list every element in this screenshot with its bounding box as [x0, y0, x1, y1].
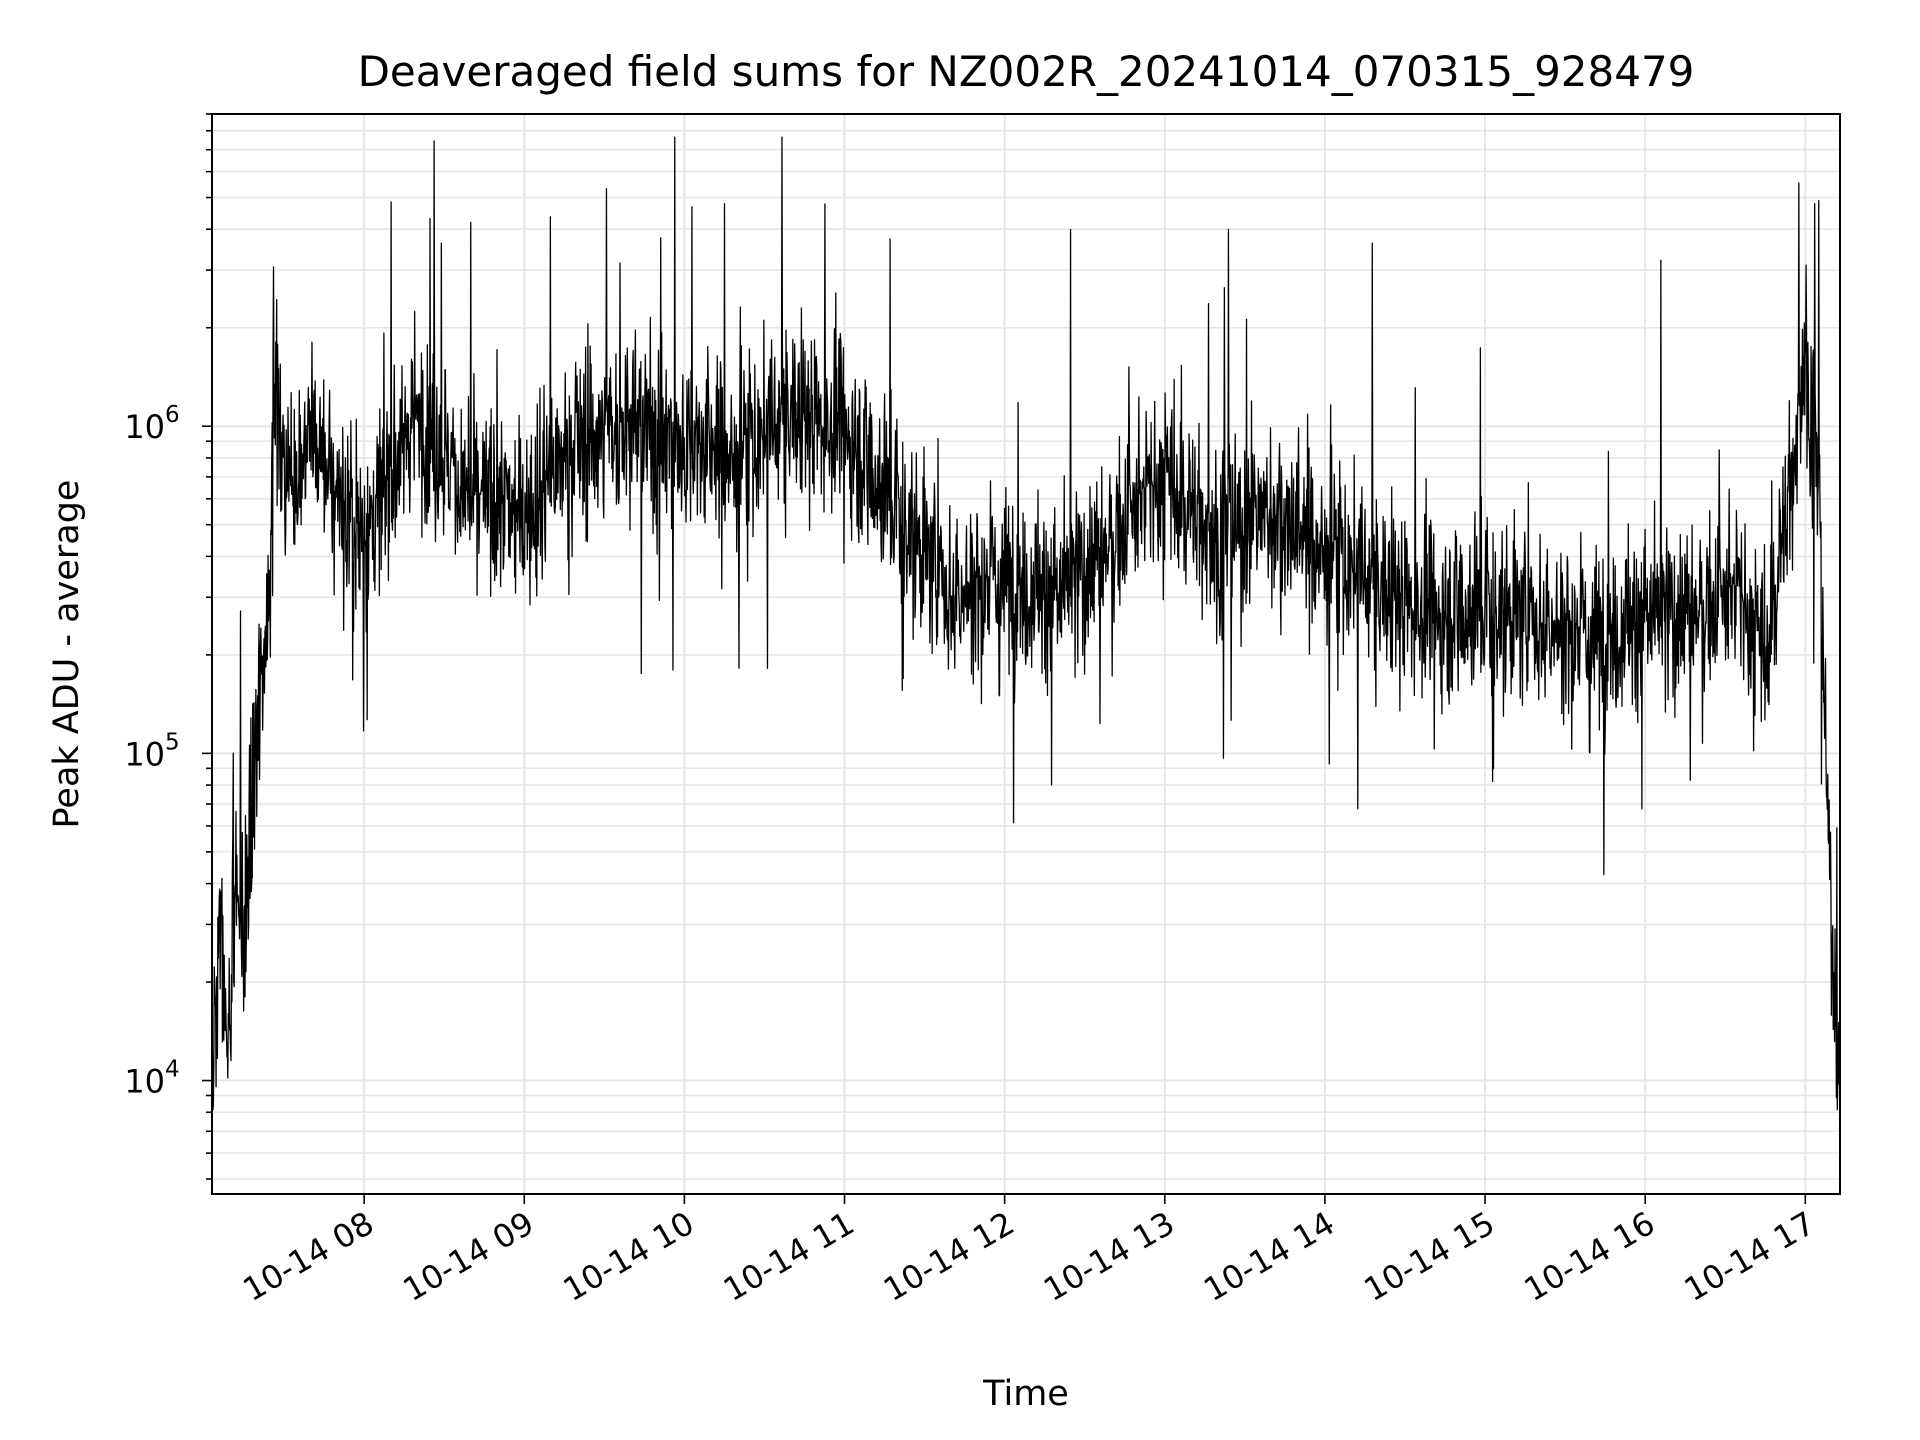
y-tick-label: 104 — [124, 1057, 179, 1101]
y-tick-exponent: 4 — [165, 1057, 180, 1083]
y-tick-base: 10 — [124, 408, 165, 446]
series-line — [211, 136, 1841, 1175]
grid — [212, 113, 1840, 1194]
y-tick-label: 106 — [124, 402, 179, 446]
y-tick-base: 10 — [124, 735, 165, 773]
data-layer — [211, 136, 1841, 1175]
x-axis-label: Time — [982, 1374, 1069, 1414]
y-tick-base: 10 — [124, 1063, 165, 1101]
y-tick-exponent: 6 — [165, 402, 180, 428]
y-axis-label: Peak ADU - average — [47, 480, 87, 829]
y-tick-exponent: 5 — [165, 729, 180, 755]
plot-frame — [211, 113, 1841, 1195]
y-tick-label: 105 — [124, 729, 179, 773]
chart-title: Deaveraged field sums for NZ002R_2024101… — [358, 47, 1695, 96]
